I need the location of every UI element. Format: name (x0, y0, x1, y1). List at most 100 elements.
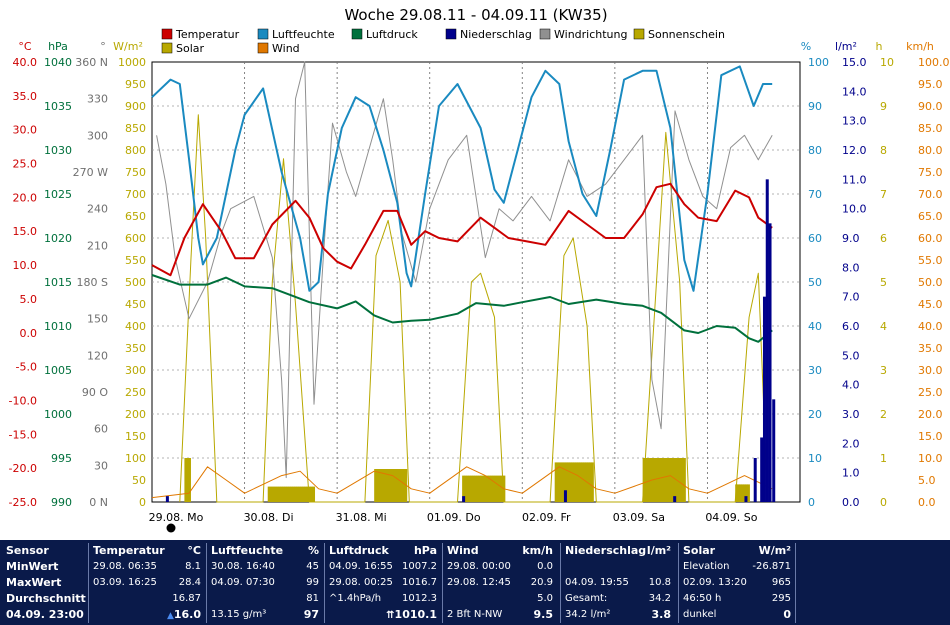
rain-axis-tick: 2.0 (842, 437, 860, 450)
humidity-max: 99 (306, 577, 319, 588)
humidity-axis-tick: 100 (808, 56, 829, 69)
sunshine-bar (500, 475, 504, 502)
wind-beaufort: 2 Bft N-NW (447, 609, 503, 620)
temp-min-time: 29.08. 06:35 (93, 561, 157, 572)
sunshine-bar (294, 486, 297, 502)
solar-max: 965 (771, 577, 791, 588)
solar-avg: 295 (771, 593, 791, 604)
sunshine-bar (478, 475, 481, 502)
series-luftfeuchte (151, 65, 773, 292)
solar-axis-tick: 1000 (118, 56, 146, 69)
sunshine-bar (292, 486, 295, 502)
humidity-header: Luftfeuchte (211, 544, 284, 557)
rain-bar (765, 179, 769, 503)
solar-axis-tick: 600 (125, 232, 146, 245)
winddir-axis-tick: 300 (87, 129, 108, 142)
solar-axis-tick: 750 (125, 166, 146, 179)
temp-axis-tick: -25.0 (9, 496, 37, 509)
sunshine-bar (273, 486, 277, 502)
winddir-axis-unit: ° (100, 40, 106, 53)
sunshine-bar (390, 469, 393, 502)
wind-axis-tick: 90.0 (918, 100, 943, 113)
sunshine-bar (656, 458, 660, 502)
sunshine-bar (562, 462, 566, 502)
temp-avg: 16.87 (172, 593, 201, 604)
solar-axis-tick: 900 (125, 100, 146, 113)
winddir-axis-tick: 120 (87, 349, 108, 362)
humidity-axis-tick: 60 (808, 232, 822, 245)
sunshine-bar (737, 484, 740, 502)
winddir-axis-tick: 30 (94, 459, 108, 472)
wind-axis-tick: 5.0 (918, 474, 936, 487)
pressure-axis-tick: 1040 (44, 56, 72, 69)
pressure-axis-tick: 1025 (44, 188, 72, 201)
sunshine-bar (662, 458, 666, 502)
sunshine-bar (564, 462, 568, 502)
sunshine-bar (673, 458, 676, 502)
sunshine-bar (665, 458, 668, 502)
winddir-axis-tick: 0 N (89, 496, 108, 509)
pressure-axis-tick: 1030 (44, 144, 72, 157)
rain-unit: l/m² (646, 544, 671, 557)
temp-axis-tick: 35.0 (13, 90, 38, 103)
rain-bar (165, 496, 169, 502)
legend-label-niederschlag: Niederschlag (460, 28, 532, 41)
rain-bar (462, 496, 466, 502)
sunshine-axis-tick: 0 (880, 496, 887, 509)
sunshine-bar (279, 486, 283, 502)
sunshine-bar (654, 458, 658, 502)
pressure-trend-icon: ⇈ (386, 610, 395, 621)
sunshine-bar (741, 484, 744, 502)
sunshine-bar (667, 458, 670, 502)
legend-label-windrichtung: Windrichtung (554, 28, 627, 41)
temp-axis-tick: 40.0 (13, 56, 38, 69)
solar-axis-tick: 100 (125, 452, 146, 465)
solar-axis-tick: 950 (125, 78, 146, 91)
pressure-axis-tick: 1010 (44, 320, 72, 333)
pressure-min-time: 04.09. 16:55 (329, 561, 393, 572)
grid (151, 61, 801, 503)
sunshine-bar (484, 475, 488, 502)
solar-axis-tick: 200 (125, 408, 146, 421)
minwert-label: MinWert (6, 560, 59, 573)
solar-axis-tick: 350 (125, 342, 146, 355)
sunshine-bar (298, 486, 301, 502)
sunshine-bar (575, 462, 578, 502)
rain-axis-tick: 9.0 (842, 232, 860, 245)
x-tick-label: 03.09. Sa (613, 511, 665, 524)
x-tick-label: 02.09. Fr (522, 511, 571, 524)
legend-swatch-luftdruck (351, 28, 363, 40)
winddir-axis-tick: 270 W (73, 166, 108, 179)
sunshine-bar (376, 469, 379, 502)
sunshine-bar (739, 484, 742, 502)
rain-max: 10.8 (648, 577, 671, 588)
humidity-axis-tick: 20 (808, 408, 822, 421)
trend-up-icon: ▲ (166, 611, 174, 621)
x-tick-label: 31.08. Mi (336, 511, 387, 524)
temp-axis-tick: -15.0 (9, 428, 37, 441)
solar-axis-tick: 700 (125, 188, 146, 201)
solar-axis-tick: 550 (125, 254, 146, 267)
sunshine-bar (745, 484, 748, 502)
sunshine-axis-unit: h (876, 40, 883, 53)
temp-axis-unit: °C (18, 40, 32, 53)
solar-axis-unit: W/m² (113, 40, 143, 53)
humidity-axis-tick: 50 (808, 276, 822, 289)
sunshine-bar (671, 458, 674, 502)
winddir-axis-tick: 240 (87, 203, 108, 216)
pressure-axis-tick: 990 (51, 496, 72, 509)
temp-header: Temperatur (93, 544, 165, 557)
humidity-axis-tick: 40 (808, 320, 822, 333)
pressure-axis-tick: 1020 (44, 232, 72, 245)
solar-max-time: 02.09. 13:20 (683, 577, 747, 588)
sunshine-bar (388, 469, 391, 502)
rain-axis-tick: 7.0 (842, 291, 860, 304)
rain-axis-tick: 6.0 (842, 320, 860, 333)
solar-axis-tick: 300 (125, 364, 146, 377)
legend-swatch-wind (257, 42, 269, 54)
rain-axis-tick: 0.0 (842, 496, 860, 509)
wind-axis-tick: 70.0 (918, 188, 943, 201)
series-solar (179, 114, 769, 503)
wind-column: Wind km/h 29.08. 00:00 0.0 29.08. 12:45 20.… (442, 543, 557, 623)
pressure-unit: hPa (413, 544, 437, 557)
